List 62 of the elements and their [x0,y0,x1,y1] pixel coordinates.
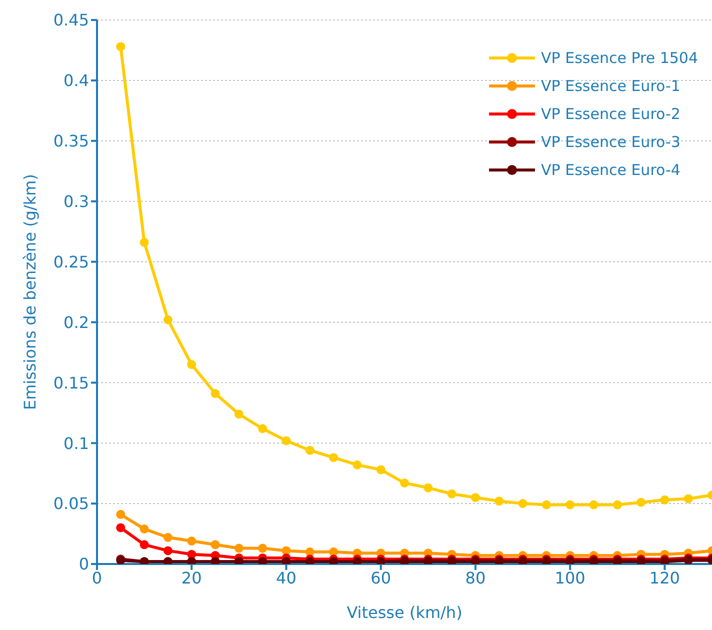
point [542,500,551,510]
x-tick-label: 20 [181,568,202,588]
y-tick-label: 0.45 [53,10,89,30]
point [140,238,149,247]
point [376,465,386,474]
y-tick-label: 0.25 [53,252,89,272]
point [494,496,504,506]
x-tick-label: 120 [649,568,680,588]
x-tick-label: 0 [92,568,102,588]
y-tick-label: 0.35 [53,132,89,151]
point [329,547,338,556]
x-tick-label: 40 [276,568,296,588]
point [352,460,362,470]
x-tick-label: 60 [370,568,392,588]
point [400,478,409,488]
y-tick-label: 0 [78,554,89,574]
legend-label: VP Essence Euro-4 [541,161,680,179]
point [163,546,172,556]
point [684,494,693,504]
point [163,315,172,324]
point [210,540,220,550]
point [589,500,598,510]
point [140,524,149,534]
y-tick-label: 0.2 [64,312,89,332]
point [258,424,268,434]
point [612,500,622,510]
point [187,550,196,559]
point [187,536,196,546]
point [116,523,126,532]
point [234,544,244,553]
x-tick-label: 80 [465,568,486,588]
legend-label: VP Essence Euro-3 [541,133,680,151]
point [518,499,528,508]
point [305,446,314,455]
y-tick-label: 0.15 [53,373,89,392]
legend-label: VP Essence Euro-2 [541,105,680,123]
y-tick-label: 0.1 [64,434,89,453]
point [116,510,126,519]
point [305,547,314,556]
point [636,498,646,507]
y-tick-label: 0.4 [64,71,89,90]
point [329,453,338,462]
point [424,483,433,492]
legend-label: VP Essence Pre 1504 [541,49,698,67]
point [660,495,670,504]
point [163,532,172,542]
point [258,544,268,553]
point [210,389,220,398]
point [470,493,480,502]
point [566,500,575,510]
point [282,436,291,446]
x-tick-label: 100 [554,568,586,588]
legend-label: VP Essence Euro-1 [541,77,680,95]
y-tick-label: 0.3 [64,192,89,212]
y-tick-label: 0.05 [53,494,89,514]
x-axis-title: Vitesse (km/h) [346,603,462,622]
point [447,489,456,498]
point [234,410,244,419]
point [116,42,126,52]
point [140,540,149,550]
y-axis-title: Emissions de benzène (g/km) [20,174,40,410]
point [187,360,196,370]
